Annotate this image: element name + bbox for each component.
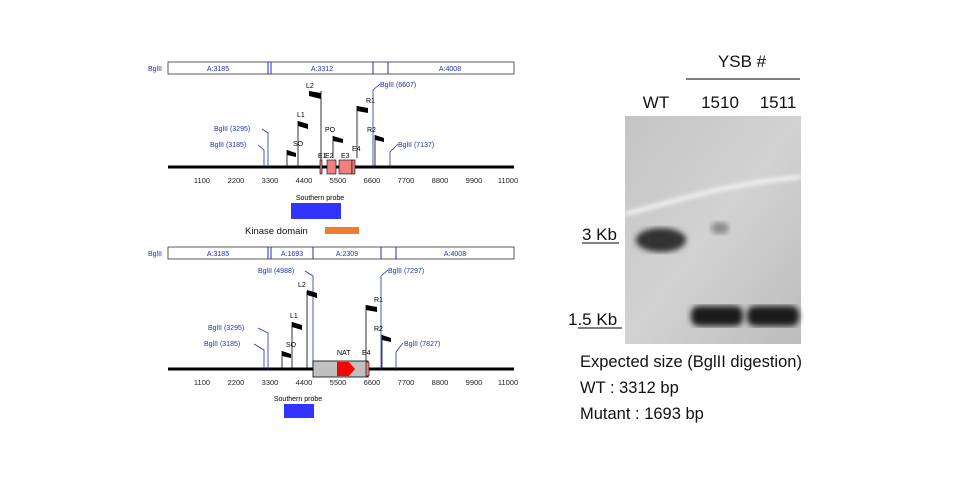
svg-text:L2: L2: [298, 282, 306, 289]
gel-artifact-streak: [624, 175, 802, 216]
top-fragment-2: A:3312: [311, 66, 333, 73]
top-primer-l1: L1: [297, 112, 308, 167]
svg-text:9900: 9900: [466, 176, 483, 185]
top-fragment-1: A:3185: [207, 66, 229, 73]
top-fragment-3: A:4008: [439, 66, 461, 73]
bottom-fragment-1: A:3185: [207, 251, 229, 258]
svg-text:PO: PO: [325, 127, 336, 134]
svg-text:L2: L2: [306, 83, 314, 90]
top-site-7137: BglII (7137): [398, 142, 434, 149]
bottom-primer-r2: R2: [374, 326, 391, 369]
top-axis-ticks: 1100 2200 3300 4400 5500 6600 7700 8800 …: [194, 176, 518, 185]
marker-1.5kb: 1.5 Kb: [568, 310, 617, 329]
bottom-primer-l2: L2: [298, 282, 317, 369]
bottom-primer-r1: R1: [365, 297, 383, 362]
svg-text:E1: E1: [318, 153, 327, 160]
bottom-fragment-3: A:2309: [336, 251, 358, 258]
top-primer-l2: L2: [306, 83, 322, 167]
svg-text:8800: 8800: [432, 176, 449, 185]
svg-text:11000: 11000: [498, 176, 518, 185]
lane-wt: WT: [643, 93, 669, 112]
bottom-exon-label: E4: [362, 350, 371, 357]
svg-text:1100: 1100: [194, 378, 210, 387]
notes-line-1: Expected size (BglII digestion): [580, 353, 802, 371]
svg-text:8800: 8800: [432, 378, 449, 387]
bottom-map: BglII A:3185 A:1693 A:2309 A:4008 BglII …: [148, 246, 518, 418]
top-site-3185: BglII (3185): [210, 142, 246, 149]
marker-3kb: 3 Kb: [582, 225, 617, 244]
svg-text:11000: 11000: [498, 378, 518, 387]
kinase-domain-bar: [325, 227, 359, 234]
svg-text:4400: 4400: [296, 176, 313, 185]
svg-text:3300: 3300: [262, 378, 279, 387]
svg-text:9900: 9900: [466, 378, 483, 387]
svg-text:3300: 3300: [262, 176, 279, 185]
svg-text:R1: R1: [374, 297, 383, 304]
lane-1510: 1510: [701, 93, 739, 112]
bottom-site-7297: BglII (7297): [388, 268, 424, 275]
svg-text:7700: 7700: [398, 176, 415, 185]
bottom-primer-so: SO: [281, 342, 297, 369]
notes-line-3: Mutant : 1693 bp: [580, 405, 704, 423]
top-fragment-bar: [167, 61, 515, 75]
bottom-fragment-2: A:1693: [281, 251, 303, 258]
bottom-site-3295: BglII (3295): [208, 325, 244, 332]
bottom-exon-e4: [365, 361, 370, 377]
top-southern-probe: [291, 203, 341, 219]
svg-text:4400: 4400: [296, 378, 313, 387]
svg-text:E3: E3: [341, 153, 350, 160]
svg-text:SO: SO: [293, 141, 304, 148]
top-primer-so: SO: [286, 141, 304, 167]
svg-text:6600: 6600: [364, 176, 381, 185]
svg-text:1100: 1100: [194, 176, 210, 185]
svg-text:L1: L1: [290, 313, 298, 320]
bottom-axis-ticks: 1100 2200 3300 4400 5500 6600 7700 8800 …: [194, 378, 518, 387]
svg-text:SO: SO: [286, 342, 297, 349]
top-map: BglII A:3185 A:3312 A:4008 BglII (3295) …: [148, 61, 518, 237]
bottom-site-4988: BglII (4988): [258, 268, 294, 275]
southern-blot: YSB # WT 1510 1511 3 Kb 1.5 Kb: [568, 52, 802, 344]
svg-text:5500: 5500: [330, 176, 347, 185]
svg-text:7700: 7700: [398, 378, 415, 387]
top-primer-po: PO: [325, 127, 343, 158]
band-1510-1.5kb: [691, 306, 743, 326]
top-primer-r1: R1: [356, 98, 375, 158]
band-1510-faint: [711, 222, 729, 234]
bottom-fragment-4: A:4008: [444, 251, 466, 258]
svg-text:L1: L1: [297, 112, 305, 119]
bottom-fragment-bar: [167, 246, 515, 260]
lane-1511: 1511: [760, 93, 797, 112]
band-1511-1.5kb: [747, 306, 799, 326]
gel-group-label: YSB #: [718, 52, 767, 71]
bottom-site-7827: BglII (7827): [404, 341, 440, 348]
notes-line-2: WT : 3312 bp: [580, 379, 679, 397]
expected-size-notes: Expected size (BglII digestion) WT : 331…: [580, 353, 802, 423]
svg-text:R2: R2: [374, 326, 383, 333]
top-enzyme-label: BglII: [148, 66, 162, 73]
svg-text:R1: R1: [366, 98, 375, 105]
bottom-enzyme-label: BglII: [148, 251, 162, 258]
svg-text:2200: 2200: [228, 378, 245, 387]
top-exons: E1 E2 E3 E4: [318, 146, 361, 175]
bottom-site-3185: BglII (3185): [204, 341, 240, 348]
svg-text:2200: 2200: [228, 176, 245, 185]
svg-text:E2: E2: [325, 153, 334, 160]
kinase-domain-label: Kinase domain: [245, 226, 308, 237]
bottom-primer-l1: L1: [290, 313, 302, 369]
bottom-southern-probe: [284, 404, 314, 418]
svg-text:E4: E4: [352, 146, 361, 153]
bottom-probe-label: Southern probe: [274, 396, 322, 403]
nat-marker-arrow: [337, 362, 355, 376]
top-probe-label: Southern probe: [296, 195, 344, 202]
top-site-3295: BglII (3295): [214, 126, 250, 133]
svg-text:6600: 6600: [364, 378, 381, 387]
top-site-6607: BglII (6607): [380, 82, 416, 89]
band-wt-3kb: [636, 228, 686, 252]
svg-text:R2: R2: [367, 127, 376, 134]
nat-label: NAT: [337, 350, 351, 357]
top-primer-r2: R2: [367, 127, 384, 167]
svg-text:5500: 5500: [330, 378, 347, 387]
